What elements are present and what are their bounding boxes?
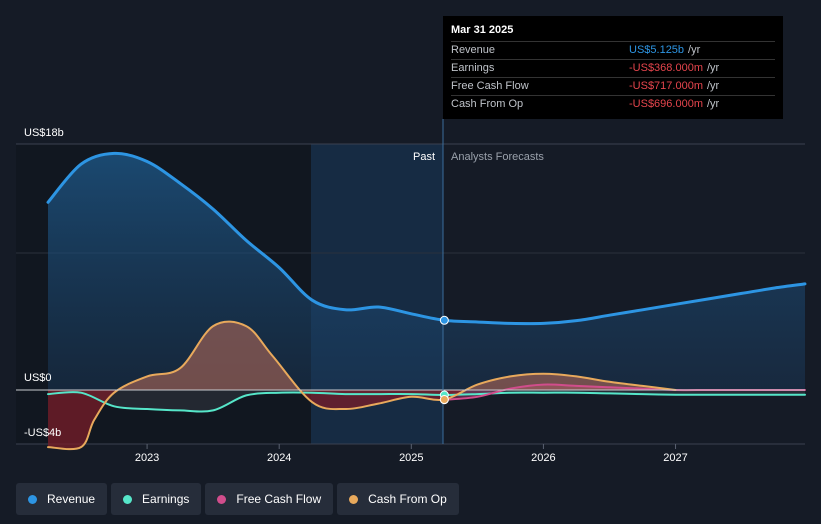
tooltip-label: Cash From Op: [451, 98, 524, 110]
x-tick-label: 2026: [531, 452, 555, 464]
legend-item-free-cash-flow[interactable]: Free Cash Flow: [205, 483, 334, 515]
forecast-label: Analysts Forecasts: [451, 151, 544, 163]
legend-label: Cash From Op: [368, 492, 447, 506]
tooltip-label: Earnings: [451, 62, 495, 74]
legend-label: Earnings: [142, 492, 190, 506]
y-label-top: US$18b: [24, 127, 64, 139]
tooltip-row-free-cash-flow: Free Cash Flow -US$717.000m /yr: [451, 78, 775, 96]
legend: Revenue Earnings Free Cash Flow Cash Fro…: [16, 483, 459, 515]
legend-dot-icon: [123, 494, 133, 504]
legend-label: Free Cash Flow: [236, 492, 322, 506]
x-tick-label: 2024: [267, 452, 291, 464]
x-tick-label: 2023: [135, 452, 159, 464]
legend-dot-icon: [28, 494, 37, 504]
revenue-marker: [439, 315, 449, 325]
legend-item-cash-from-op[interactable]: Cash From Op: [337, 483, 459, 515]
y-label-zero: US$0: [24, 372, 52, 384]
tooltip-row-earnings: Earnings -US$368.000m /yr: [451, 60, 775, 78]
tooltip-unit: /yr: [707, 62, 720, 74]
cash-from-op-marker: [439, 394, 449, 404]
x-tick-label: 2027: [663, 452, 687, 464]
legend-label: Revenue: [47, 492, 96, 506]
legend-item-earnings[interactable]: Earnings: [111, 483, 202, 515]
x-tick-label: 2025: [399, 452, 423, 464]
legend-dot-icon: [349, 494, 359, 504]
tooltip-unit: /yr: [707, 98, 720, 110]
tooltip-date: Mar 31 2025: [451, 23, 775, 42]
legend-item-revenue[interactable]: Revenue: [16, 483, 108, 515]
tooltip: Mar 31 2025 Revenue US$5.125b /yr Earnin…: [443, 16, 783, 119]
tooltip-value: -US$717.000m: [629, 80, 703, 92]
tooltip-unit: /yr: [707, 80, 720, 92]
revenue-line: [46, 151, 807, 326]
cash-from-op-line: [47, 320, 677, 451]
tooltip-row-revenue: Revenue US$5.125b /yr: [451, 42, 775, 60]
past-label: Past: [413, 151, 435, 163]
tooltip-row-cash-from-op: Cash From Op -US$696.000m /yr: [451, 96, 775, 113]
tooltip-value: US$5.125b: [629, 44, 685, 56]
legend-dot-icon: [217, 494, 227, 504]
cash-from-op-positive-area: [48, 321, 676, 390]
tooltip-value: -US$696.000m: [629, 98, 703, 110]
cash-from-op-negative-area: [48, 390, 676, 450]
tooltip-label: Revenue: [451, 44, 496, 56]
tooltip-label: Free Cash Flow: [451, 80, 529, 92]
earnings-line: [47, 391, 806, 413]
y-label-bottom: -US$4b: [24, 427, 61, 439]
tooltip-value: -US$368.000m: [629, 62, 703, 74]
earnings-area: [48, 390, 805, 412]
tooltip-unit: /yr: [688, 44, 701, 56]
